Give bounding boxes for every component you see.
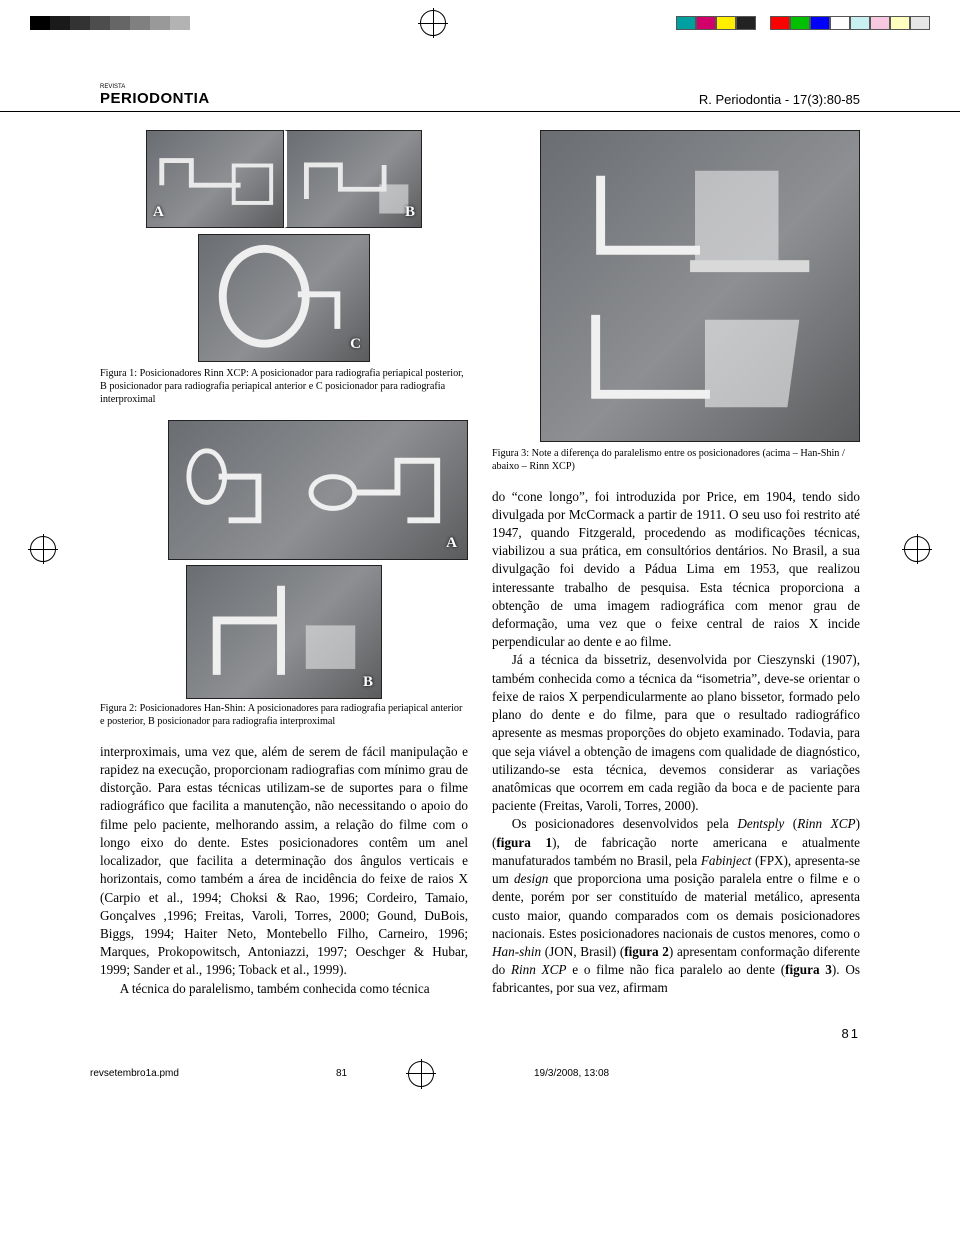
color-swatch <box>696 16 716 30</box>
figure-1-caption: Figura 1: Posicionadores Rinn XCP: A pos… <box>100 368 468 406</box>
greyscale-strip <box>30 16 190 30</box>
figure-2-photo-a: A <box>168 420 468 560</box>
color-swatch <box>790 16 810 30</box>
column-right: Figura 3: Note a diferença do paralelism… <box>492 130 860 998</box>
rgb-tint-strip <box>770 16 930 30</box>
grey-swatch <box>50 16 70 30</box>
registration-mark-bottom <box>408 1061 434 1087</box>
figure-1-label-b: B <box>405 202 415 223</box>
figure-2-photo-b: B <box>186 565 382 699</box>
journal-name-text: PERIODONTIA <box>100 90 210 107</box>
registration-mark-left <box>30 536 56 562</box>
grey-swatch <box>150 16 170 30</box>
color-swatch <box>810 16 830 30</box>
grey-swatch <box>130 16 150 30</box>
proof-page: 81 <box>336 1068 408 1079</box>
registration-mark-right <box>904 536 930 562</box>
body-paragraph-right-1: do “cone longo”, foi introduzida por Pri… <box>492 488 860 652</box>
grey-swatch <box>170 16 190 30</box>
figure-2-caption: Figura 2: Posicionadores Han-Shin: A pos… <box>100 703 468 729</box>
registration-mark-top <box>420 10 446 36</box>
journal-logo: REVISTA PERIODONTIA <box>100 84 210 107</box>
body-paragraph-right-3: Os posicionadores desenvolvidos pela Den… <box>492 815 860 997</box>
proof-color-bar <box>0 0 960 44</box>
color-swatch <box>870 16 890 30</box>
grey-swatch <box>30 16 50 30</box>
color-swatch <box>890 16 910 30</box>
color-swatch <box>850 16 870 30</box>
body-paragraph-right-2: Já a técnica da bissetriz, desenvolvida … <box>492 651 860 815</box>
cmyk-strip <box>676 16 756 30</box>
proof-filename: revsetembro1a.pmd <box>30 1068 336 1079</box>
figure-2-label-a: A <box>446 533 457 554</box>
proof-footer: revsetembro1a.pmd 81 19/3/2008, 13:08 <box>0 1055 960 1099</box>
page-header: REVISTA PERIODONTIA R. Periodontia - 17(… <box>0 44 960 112</box>
color-swatch <box>676 16 696 30</box>
figure-1-photo-b: B <box>284 130 422 228</box>
content-columns: A B C Figura 1: Posicionadores Rinn XCP:… <box>0 130 960 1018</box>
journal-reference: R. Periodontia - 17(3):80-85 <box>699 92 860 107</box>
figure-1-photo-a: A <box>146 130 284 228</box>
figure-2: A B Figura 2: Posicionadores Han-Shin: A… <box>100 420 468 729</box>
figure-1-label-c: C <box>350 334 361 355</box>
figure-1: A B C Figura 1: Posicionadores Rinn XCP:… <box>100 130 468 406</box>
figure-3: Figura 3: Note a diferença do paralelism… <box>492 130 860 474</box>
grey-swatch <box>90 16 110 30</box>
grey-swatch <box>110 16 130 30</box>
body-paragraph-left-1: interproximais, uma vez que, além de ser… <box>100 743 468 980</box>
color-swatch <box>716 16 736 30</box>
grey-swatch <box>70 16 90 30</box>
proof-timestamp: 19/3/2008, 13:08 <box>434 1068 930 1079</box>
color-swatch <box>830 16 850 30</box>
figure-3-photo <box>540 130 860 442</box>
figure-1-photo-c: C <box>198 234 370 362</box>
figure-3-caption: Figura 3: Note a diferença do paralelism… <box>492 448 860 474</box>
figure-1-label-a: A <box>153 202 164 223</box>
color-swatch <box>770 16 790 30</box>
page-frame: REVISTA PERIODONTIA R. Periodontia - 17(… <box>0 0 960 1099</box>
column-left: A B C Figura 1: Posicionadores Rinn XCP:… <box>100 130 468 998</box>
color-swatch <box>910 16 930 30</box>
page-number: 81 <box>0 1018 960 1055</box>
figure-2-label-b: B <box>363 672 373 693</box>
body-paragraph-left-2: A técnica do paralelismo, também conheci… <box>100 980 468 998</box>
color-swatch <box>736 16 756 30</box>
